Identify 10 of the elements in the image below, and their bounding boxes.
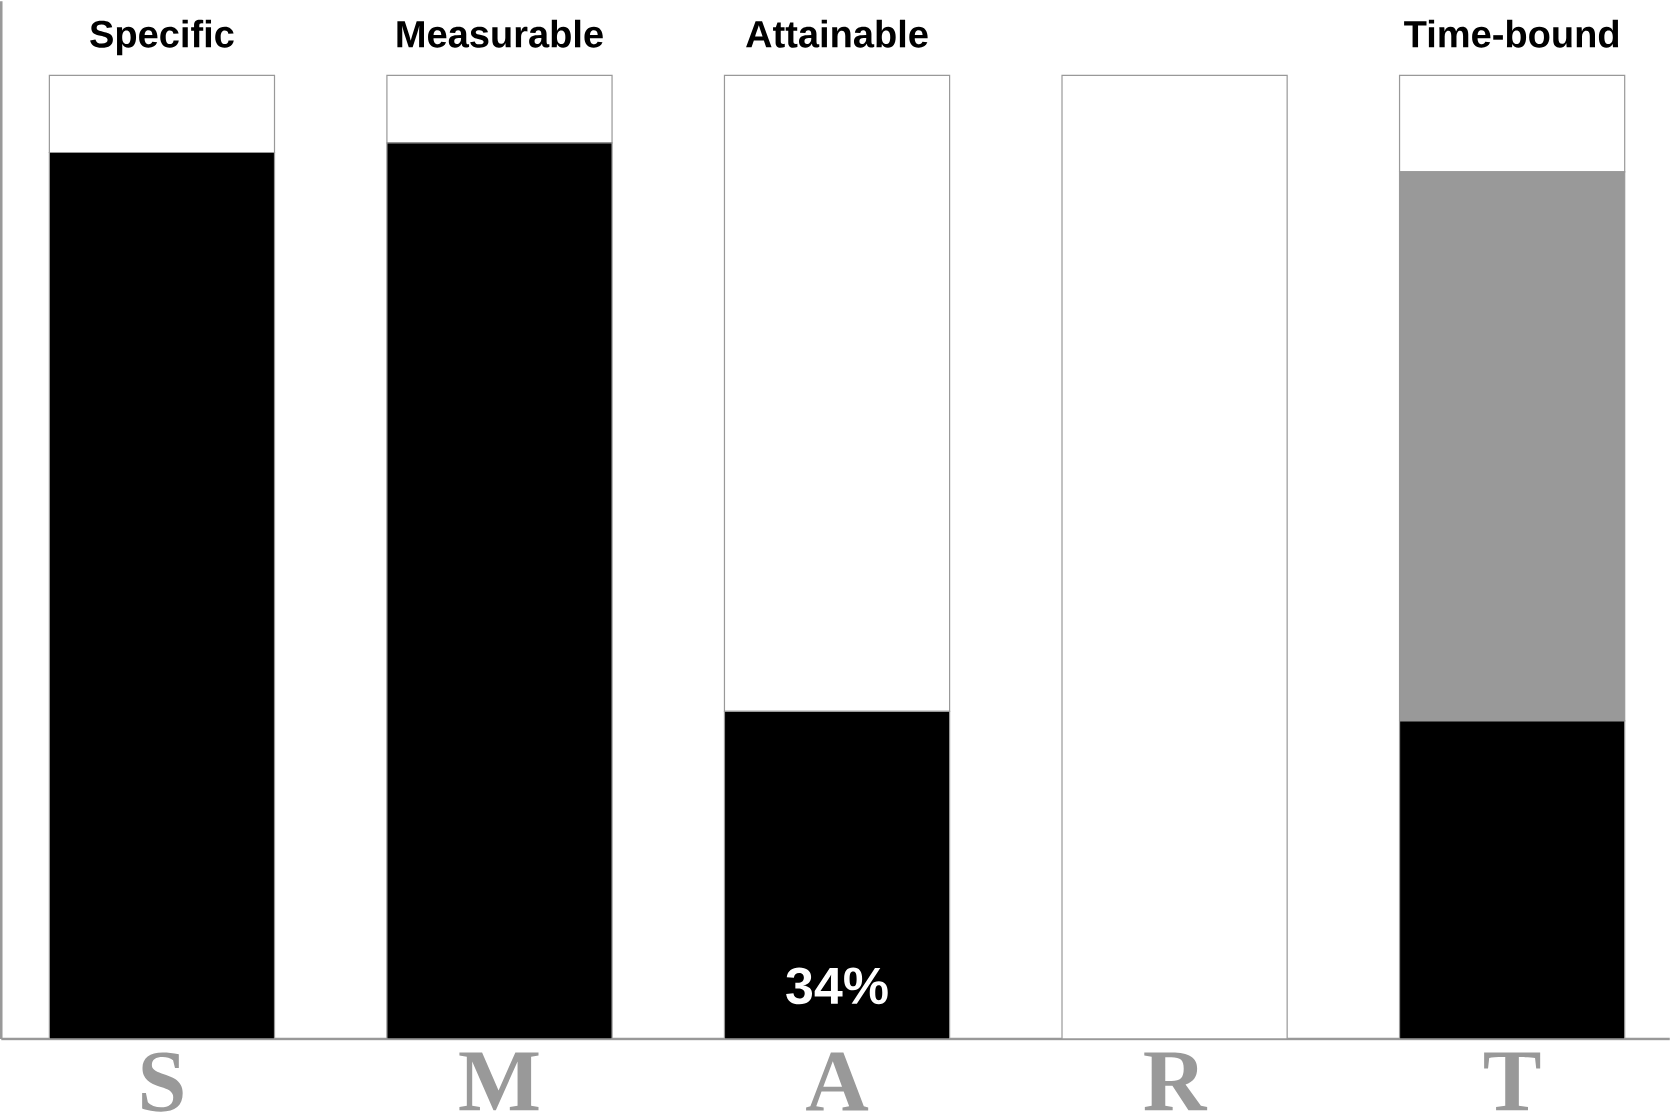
annotation: Specific [90,19,234,56]
annotation: Time-bound [1404,19,1619,48]
x-tick-label: R [1144,1052,1208,1111]
x-tick-label: S [142,1052,183,1112]
data-label: 34% [786,967,888,1005]
x-tick-label: M [459,1052,539,1111]
annotation: Measurable [397,19,603,48]
x-tick-label: T [1484,1052,1541,1111]
annotation: Attainable [746,19,928,48]
x-tick-label: A [806,1052,869,1111]
